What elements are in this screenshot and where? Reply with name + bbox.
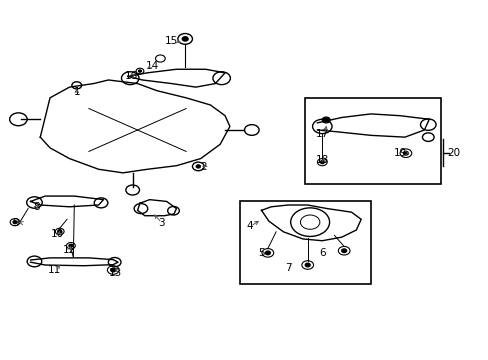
- Bar: [239, 202, 370, 284]
- Text: 13: 13: [109, 268, 122, 278]
- Text: 8: 8: [33, 202, 40, 212]
- Text: 11: 11: [48, 265, 61, 275]
- Circle shape: [111, 268, 116, 272]
- Text: 20: 20: [446, 148, 459, 158]
- Text: 6: 6: [318, 248, 325, 258]
- Circle shape: [305, 263, 309, 267]
- Text: 7: 7: [285, 262, 291, 273]
- Text: 14: 14: [145, 61, 159, 71]
- Circle shape: [58, 230, 61, 233]
- Circle shape: [69, 244, 73, 247]
- Text: 9: 9: [13, 218, 19, 228]
- Circle shape: [138, 70, 141, 72]
- Circle shape: [182, 37, 188, 41]
- Circle shape: [403, 152, 407, 155]
- Circle shape: [13, 221, 17, 224]
- Text: 4: 4: [245, 221, 252, 231]
- Text: 12: 12: [62, 245, 76, 255]
- Bar: [305, 98, 441, 184]
- Text: 18: 18: [315, 156, 328, 165]
- Circle shape: [196, 165, 201, 168]
- Text: 16: 16: [125, 71, 138, 81]
- Text: 15: 15: [164, 36, 178, 46]
- Circle shape: [322, 117, 329, 123]
- Text: 19: 19: [393, 148, 406, 158]
- Text: 17: 17: [315, 129, 328, 139]
- Circle shape: [265, 251, 270, 255]
- Circle shape: [320, 161, 324, 163]
- Text: 1: 1: [73, 87, 80, 98]
- Circle shape: [341, 249, 346, 252]
- Text: 2: 2: [200, 162, 206, 172]
- Text: 5: 5: [258, 248, 264, 258]
- Text: 10: 10: [51, 229, 64, 239]
- Text: 3: 3: [158, 218, 165, 228]
